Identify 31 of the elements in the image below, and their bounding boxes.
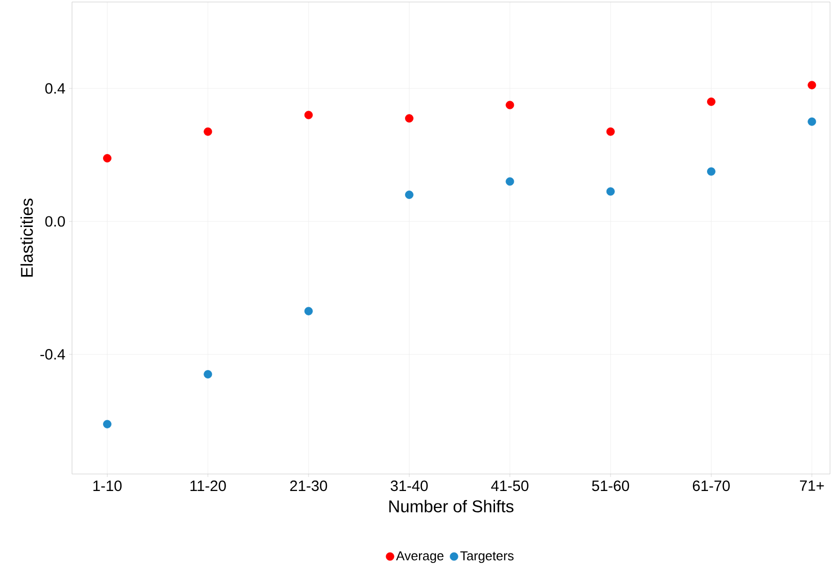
point xyxy=(304,306,313,316)
point xyxy=(506,177,514,186)
point xyxy=(707,167,716,176)
x-tick-label: 21-30 xyxy=(290,480,328,492)
point xyxy=(506,100,514,110)
point xyxy=(103,154,112,162)
point xyxy=(204,127,212,136)
x-tick-label: 31-40 xyxy=(390,480,428,492)
y-tick-label: 0.4 xyxy=(45,83,66,94)
point xyxy=(405,190,414,199)
legend-label: Average xyxy=(396,551,444,563)
point xyxy=(304,110,313,120)
x-tick-label: 41-50 xyxy=(491,480,528,492)
point xyxy=(606,187,615,196)
point xyxy=(707,98,716,106)
y-axis-title: Elasticities xyxy=(20,198,33,277)
legend-label: Targeters xyxy=(460,551,514,563)
x-tick-label: 11-20 xyxy=(190,480,226,492)
point xyxy=(204,370,212,378)
point xyxy=(103,420,112,428)
x-tick-label: 1-10 xyxy=(93,480,122,492)
x-tick-label: 71+ xyxy=(800,480,824,491)
point xyxy=(405,114,414,123)
point xyxy=(808,117,816,126)
point xyxy=(808,80,816,90)
x-axis-title: Number of Shifts xyxy=(389,500,514,512)
point xyxy=(606,127,615,136)
y-tick-label: -0.4 xyxy=(40,349,66,360)
x-tick-label: 51-60 xyxy=(592,480,630,492)
x-tick-label: 61-70 xyxy=(692,480,730,492)
y-tick-label: 0.0 xyxy=(45,216,65,227)
